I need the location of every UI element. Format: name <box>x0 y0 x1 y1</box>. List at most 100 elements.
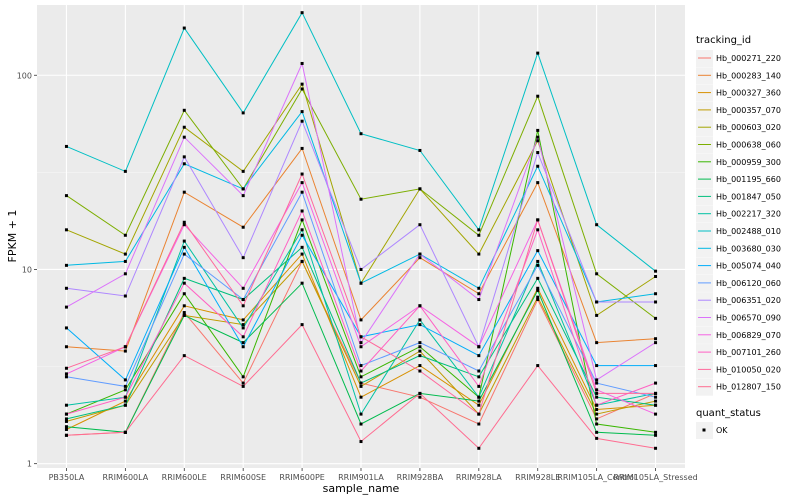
legend-label: Hb_000959_300 <box>716 158 781 167</box>
x-tick-label: RRIM600LA <box>102 473 148 482</box>
data-point <box>300 110 304 114</box>
data-point <box>182 276 186 280</box>
data-point <box>654 395 658 399</box>
legend-label: Hb_001847_050 <box>716 192 781 201</box>
data-point <box>182 155 186 159</box>
data-point <box>300 209 304 213</box>
data-point <box>123 430 127 434</box>
data-point <box>418 256 422 260</box>
data-point <box>182 281 186 285</box>
legend-label: Hb_010050_020 <box>716 365 781 374</box>
data-point <box>359 375 363 379</box>
data-point <box>418 252 422 256</box>
data-point <box>654 341 658 345</box>
data-point <box>595 430 599 434</box>
data-point <box>418 323 422 327</box>
data-point <box>359 267 363 271</box>
data-point <box>359 341 363 345</box>
data-point <box>241 384 245 388</box>
data-point <box>536 286 540 290</box>
data-point <box>536 51 540 55</box>
data-point <box>536 128 540 132</box>
legend-label: Hb_006120_060 <box>716 279 781 288</box>
data-point <box>64 326 68 330</box>
data-point <box>359 422 363 426</box>
data-point <box>182 26 186 30</box>
data-point <box>64 412 68 416</box>
legend-label: Hb_000638_060 <box>716 141 781 150</box>
data-point <box>182 190 186 194</box>
data-point <box>300 233 304 237</box>
data-point <box>595 381 599 385</box>
data-point <box>123 403 127 407</box>
data-point <box>241 335 245 339</box>
data-point <box>64 286 68 290</box>
y-tick-label: 1 <box>27 460 32 469</box>
data-point <box>300 87 304 91</box>
data-point <box>300 252 304 256</box>
legend-quant-status-title: quant_status <box>696 408 761 419</box>
data-point <box>182 245 186 249</box>
legend-label: Hb_006570_090 <box>716 314 781 323</box>
data-point <box>536 249 540 253</box>
data-point <box>64 228 68 232</box>
data-point <box>654 430 658 434</box>
data-point <box>64 403 68 407</box>
data-point <box>595 364 599 368</box>
legend-label: Hb_001195_660 <box>716 175 781 184</box>
data-point <box>64 427 68 431</box>
data-point <box>654 446 658 450</box>
x-tick-label: RRIM600SE <box>220 473 266 482</box>
data-point <box>654 300 658 304</box>
data-point <box>595 313 599 317</box>
data-point <box>241 256 245 260</box>
data-point <box>123 349 127 353</box>
data-point <box>300 61 304 65</box>
data-point <box>536 151 540 155</box>
data-point <box>64 375 68 379</box>
data-point <box>654 381 658 385</box>
data-point <box>477 345 481 349</box>
data-point <box>64 433 68 437</box>
y-axis-title: FPKM + 1 <box>6 210 19 263</box>
legend: tracking_id Hb_000271_220Hb_000283_140Hb… <box>696 35 781 439</box>
data-point <box>241 286 245 290</box>
data-point <box>595 378 599 382</box>
data-point <box>418 341 422 345</box>
data-point <box>536 263 540 267</box>
data-point <box>64 194 68 198</box>
data-point <box>64 417 68 421</box>
data-point <box>241 298 245 302</box>
data-point <box>654 412 658 416</box>
data-point <box>300 146 304 150</box>
data-point <box>477 286 481 290</box>
data-point <box>477 375 481 379</box>
data-point <box>418 349 422 353</box>
legend-label: Hb_000603_020 <box>716 123 781 132</box>
data-point <box>123 395 127 399</box>
x-tick-label: RRIM600LE <box>162 473 207 482</box>
data-point <box>477 403 481 407</box>
x-tick-label: RRIM105LA_Control <box>557 473 636 482</box>
x-tick-label: RRIM928BA <box>397 473 444 482</box>
data-point <box>654 364 658 368</box>
data-point <box>477 252 481 256</box>
data-point <box>477 395 481 399</box>
data-point <box>300 281 304 285</box>
data-point <box>477 228 481 232</box>
data-point <box>182 292 186 296</box>
x-tick-label: RRIM901LA <box>338 473 384 482</box>
legend-label: Hb_003680_030 <box>716 244 781 253</box>
data-point <box>536 139 540 143</box>
data-point <box>182 311 186 315</box>
data-point <box>654 292 658 296</box>
data-point <box>359 412 363 416</box>
data-point <box>359 281 363 285</box>
data-point <box>241 326 245 330</box>
data-point <box>595 395 599 399</box>
x-axis-title: sample_name <box>323 482 400 495</box>
data-point <box>241 187 245 191</box>
legend-label: Hb_000327_360 <box>716 89 781 98</box>
data-point <box>123 259 127 263</box>
legend-label: Hb_006351_020 <box>716 296 781 305</box>
